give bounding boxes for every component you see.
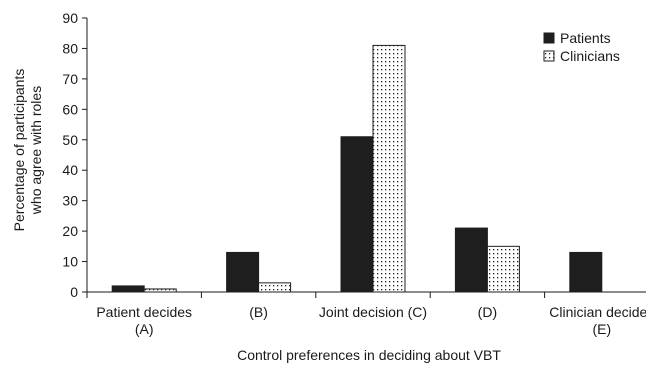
x-category-label: Joint decision (C) xyxy=(319,304,427,320)
legend-label-patients: Patients xyxy=(560,30,611,46)
bar-patients-0 xyxy=(111,285,145,293)
y-tick-label: 30 xyxy=(62,193,78,209)
x-category-label: (A) xyxy=(135,321,154,337)
y-tick-label: 90 xyxy=(62,10,78,26)
y-tick-label: 20 xyxy=(62,223,78,239)
y-tick-label: 60 xyxy=(62,101,78,117)
legend-label-clinicians: Clinicians xyxy=(560,48,620,64)
y-tick-label: 40 xyxy=(62,162,78,178)
legend: Patients Clinicians xyxy=(543,30,620,64)
x-category-label: (E) xyxy=(592,321,611,337)
bar-patients-1 xyxy=(226,251,260,293)
bar-patients-3 xyxy=(454,227,488,293)
bar-patients-2 xyxy=(340,136,374,293)
y-axis-title: Percentage of participants who agree with… xyxy=(11,69,44,232)
bar-clinicians-1 xyxy=(258,282,292,293)
bar-patients-4 xyxy=(569,251,603,293)
x-axis-title: Control preferences in deciding about VB… xyxy=(237,347,501,363)
legend-swatch-clinicians xyxy=(543,50,555,62)
bar-clinicians-3 xyxy=(486,245,520,293)
x-category-label: Clinician decides xyxy=(549,304,646,320)
y-axis-title-line: who agree with roles xyxy=(28,86,44,215)
plot-area: 0 10 20 30 40 50 60 70 80 90 Patient decides(A) (B)… xyxy=(62,10,646,337)
x-category-label: Patient decides xyxy=(96,304,192,320)
bar-clinicians-0 xyxy=(143,288,177,293)
legend-swatch-patients xyxy=(543,32,555,44)
y-axis-title-line: Percentage of participants xyxy=(11,69,27,232)
bar-clinicians-2 xyxy=(372,44,406,293)
y-tick-label: 50 xyxy=(62,132,78,148)
x-category-label: (B) xyxy=(249,304,268,320)
y-tick-label: 70 xyxy=(62,71,78,87)
y-tick-label: 10 xyxy=(62,254,78,270)
x-category-label: (D) xyxy=(478,304,497,320)
y-tick-label: 0 xyxy=(70,284,78,300)
y-tick-label: 80 xyxy=(62,40,78,56)
